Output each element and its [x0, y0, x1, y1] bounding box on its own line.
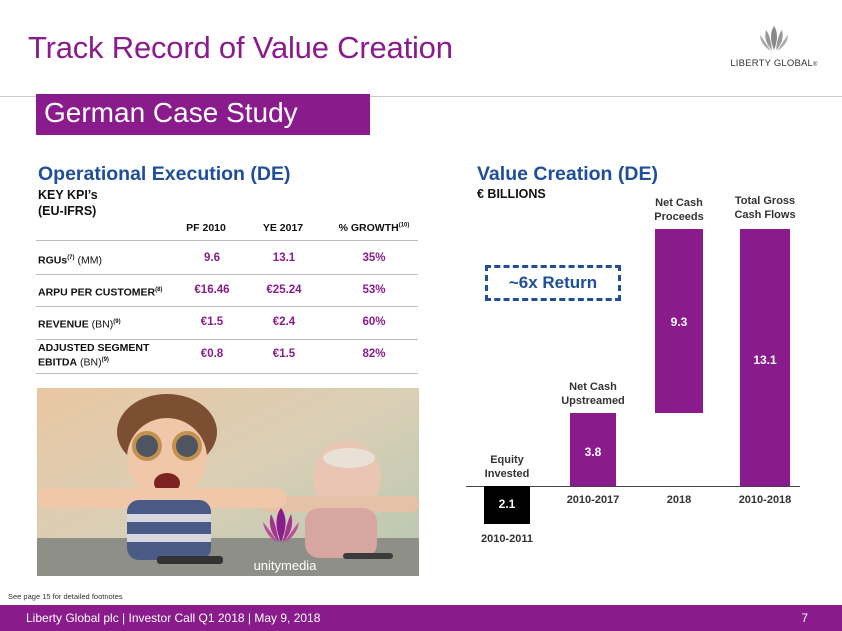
unitymedia-brand: unitymedia [253, 558, 317, 573]
table-row-divider [36, 306, 418, 307]
period-label-upstreamed: 2010-2017 [566, 494, 620, 506]
kpi-label: KEY KPI’s (EU-IFRS) [38, 187, 98, 219]
table-cell-revenue-ye2017: €2.4 [272, 316, 296, 328]
column-header-growth: % GROWTH(10) [334, 222, 414, 234]
kids-airplane-photo: unitymedia [37, 388, 419, 576]
footnote: See page 15 for detailed footnotes [8, 592, 123, 601]
bar-total-gross-cash-flows [740, 229, 790, 486]
operational-title: Operational Execution (DE) [38, 163, 291, 185]
kpi-label-line1: KEY KPI’s [38, 188, 98, 202]
table-row-divider [36, 274, 418, 275]
bar-net-cash-upstreamed [570, 413, 616, 486]
bar-value-upstreamed: 3.8 [584, 445, 602, 459]
table-cell-arpu-pf2010: €16.46 [194, 284, 230, 296]
bar-label-equity: Equity Invested [484, 454, 530, 480]
bar-value-proceeds: 9.3 [670, 315, 688, 329]
bar-value-total: 13.1 [753, 353, 777, 367]
table-row-label-arpu: ARPU PER CUSTOMER(8) [38, 286, 163, 299]
table-cell-rgus-growth: 35% [362, 252, 386, 264]
growth-header-note: (10) [398, 222, 410, 229]
chart-baseline [466, 486, 800, 487]
table-row-label-rgus: RGUs(7) (MM) [38, 254, 102, 267]
brand-name: LIBERTY GLOBAL [730, 58, 814, 69]
period-label-proceeds: 2018 [666, 494, 692, 506]
table-cell-arpu-growth: 53% [362, 284, 386, 296]
table-cell-rgus-pf2010: 9.6 [204, 252, 220, 264]
table-cell-revenue-growth: 60% [362, 316, 386, 328]
growth-header-label: % GROWTH [338, 222, 399, 234]
bar-label-proceeds: Net Cash Proceeds [654, 197, 704, 223]
return-callout: ~6x Return [485, 265, 621, 301]
value-creation-title: Value Creation (DE) [477, 163, 658, 185]
tulip-icon [760, 26, 788, 51]
column-header-ye2017: YE 2017 [262, 222, 304, 234]
table-cell-ebitda-growth: 82% [362, 348, 386, 360]
registered-mark: ® [813, 62, 818, 68]
column-header-pf2010: PF 2010 [186, 222, 226, 234]
table-row-divider [36, 240, 418, 241]
table-row-divider [36, 339, 418, 340]
unit-label: € BILLIONS [477, 187, 546, 201]
case-study-badge: German Case Study [36, 94, 370, 135]
table-cell-revenue-pf2010: €1.5 [200, 316, 224, 328]
header-divider [0, 96, 842, 97]
kpi-label-line2: (EU-IFRS) [38, 204, 97, 218]
bar-label-total: Total Gross Cash Flows [734, 195, 796, 221]
page-title: Track Record of Value Creation [28, 30, 453, 65]
table-cell-rgus-ye2017: 13.1 [272, 252, 296, 264]
footer-bar: Liberty Global plc | Investor Call Q1 20… [0, 605, 842, 631]
table-row-label-ebitda: ADJUSTED SEGMENT EBITDA (BN)(9) [38, 342, 150, 369]
period-label-equity: 2010-2011 [481, 533, 533, 545]
table-row-label-revenue: REVENUE (BN)(9) [38, 318, 121, 331]
bar-net-cash-proceeds [655, 229, 703, 413]
table-cell-ebitda-ye2017: €1.5 [272, 348, 296, 360]
page-number: 7 [801, 611, 808, 625]
period-label-total: 2010-2018 [738, 494, 792, 506]
table-row-divider [36, 373, 418, 374]
table-cell-ebitda-pf2010: €0.8 [200, 348, 224, 360]
footer-text: Liberty Global plc | Investor Call Q1 20… [26, 611, 321, 625]
bar-equity-invested [484, 486, 530, 524]
liberty-global-logo: LIBERTY GLOBAL® [724, 24, 824, 69]
bar-label-upstreamed: Net Cash Upstreamed [561, 381, 625, 407]
unitymedia-logo-icon [263, 508, 299, 543]
table-cell-arpu-ye2017: €25.24 [266, 284, 302, 296]
bar-value-equity: 2.1 [498, 497, 516, 511]
